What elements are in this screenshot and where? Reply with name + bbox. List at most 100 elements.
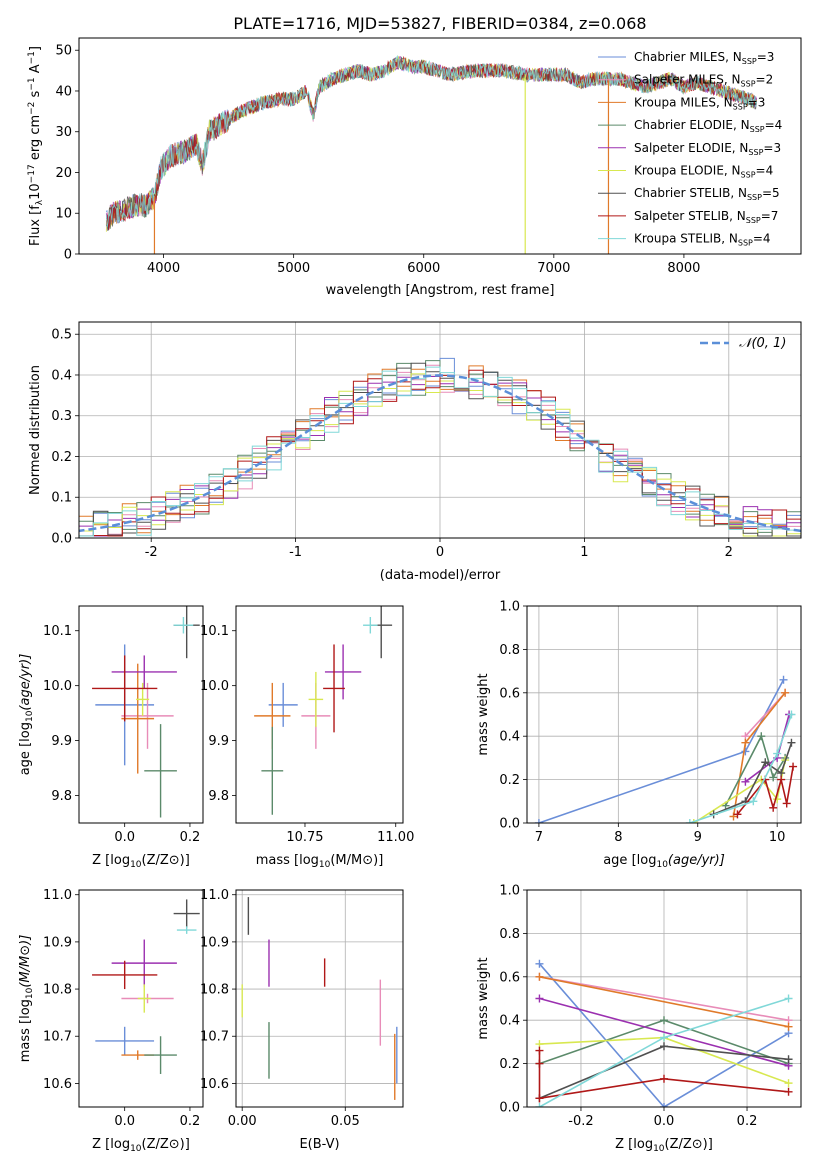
errorbar-point-chabrier_miles bbox=[268, 682, 298, 727]
normal-curve bbox=[79, 374, 801, 533]
errorbar-point-chabrier_elodie bbox=[261, 726, 284, 815]
y-tick-label: 9.8 bbox=[51, 789, 72, 804]
legend-label: Kroupa ELODIE, NSSP=4 bbox=[634, 164, 773, 180]
errorbars bbox=[241, 897, 398, 1100]
x-tick-label: 7 bbox=[535, 830, 543, 845]
panel-spectrum: 4000 5000 6000 7000 8000 0 10 20 30 40 50 wavelengt… bbox=[27, 37, 802, 298]
legend-label: Salpeter STELIB, NSSP=7 bbox=[634, 209, 778, 225]
y-tick-label: 0.4 bbox=[499, 1014, 520, 1029]
y-tick-label: 0.0 bbox=[51, 532, 72, 547]
weight-marker-salpeter_stelib bbox=[769, 803, 778, 812]
y-tick-label: 11.0 bbox=[43, 888, 72, 903]
y-tick-label: 0.2 bbox=[499, 1057, 520, 1072]
weight-marker-salpeter_stelib bbox=[777, 775, 786, 784]
errorbars bbox=[92, 899, 200, 1074]
x-tick-label: 7000 bbox=[537, 261, 570, 276]
x-tick-label: 1 bbox=[580, 545, 588, 560]
weight-lines bbox=[534, 675, 798, 823]
axes-frame bbox=[235, 605, 404, 824]
figure-title: PLATE=1716, MJD=53827, FIBERID=0384, z=0… bbox=[233, 14, 646, 33]
weight-marker-kroupa_stelib bbox=[773, 749, 782, 758]
y-axis-label: mass weight bbox=[476, 673, 491, 755]
x-tick-label: 9 bbox=[694, 830, 702, 845]
weight-marker-salpeter_stelib bbox=[784, 1087, 793, 1096]
errorbar-point-chabrier_elodie bbox=[144, 1036, 177, 1074]
weight-marker-kroupa_miles bbox=[741, 738, 750, 747]
x-axis-label: (data-model)/error bbox=[380, 568, 501, 583]
legend-label: Kroupa MILES, NSSP=3 bbox=[634, 95, 765, 111]
weight-marker-chabrier_miles bbox=[779, 675, 788, 684]
y-tick-label: 0.1 bbox=[51, 491, 72, 506]
legend-label: 𝒩(0, 1) bbox=[739, 336, 786, 351]
weight-marker-kroupa_miles bbox=[535, 972, 544, 981]
y-tick-label: 10.6 bbox=[200, 1077, 229, 1092]
y-tick-label: 9.8 bbox=[208, 789, 229, 804]
x-tick-label: 0.2 bbox=[180, 830, 201, 845]
errorbar-point-salpeter_miles bbox=[121, 682, 174, 749]
x-tick-label: 5000 bbox=[277, 261, 310, 276]
x-tick-label: 8 bbox=[614, 830, 622, 845]
y-tick-label: 10.8 bbox=[43, 983, 72, 998]
y-tick-label: 9.9 bbox=[51, 734, 72, 749]
panel-weight_vs_z: -0.2 0.0 0.2 0.0 0.2 0.4 0.6 0.8 1.0 Z [log10(Z/Z… bbox=[476, 884, 802, 1154]
errorbar-point-salpeter_stelib bbox=[92, 655, 158, 722]
x-tick-label: 0.0 bbox=[114, 830, 135, 845]
y-axis-label: age [log10(age/yr)] bbox=[18, 654, 35, 776]
y-tick-label: 40 bbox=[55, 84, 72, 99]
x-axis-label: Z [log10(Z/Z⊙)] bbox=[92, 1137, 190, 1154]
weight-marker-chabrier_elodie bbox=[660, 1016, 668, 1025]
weight-marker-chabrier_miles bbox=[741, 747, 750, 756]
axes-frame bbox=[526, 889, 802, 1108]
x-tick-label: -1 bbox=[289, 545, 302, 560]
errorbar-point-kroupa_elodie bbox=[308, 671, 324, 727]
x-tick-label: 8000 bbox=[667, 261, 700, 276]
y-tick-label: 10.6 bbox=[43, 1077, 72, 1092]
panel-mass_vs_z: 0.0 0.2 10.6 10.7 10.8 10.9 11.0 Z [log10(Z/Z⊙)… bbox=[18, 888, 204, 1154]
weight-marker-chabrier_elodie bbox=[769, 773, 778, 782]
y-tick-label: 0.4 bbox=[499, 730, 520, 745]
y-axis-label: mass weight bbox=[476, 957, 491, 1039]
errorbars bbox=[254, 606, 393, 815]
weight-marker-salpeter_stelib bbox=[789, 762, 798, 771]
x-tick-label: 0.0 bbox=[654, 1114, 675, 1129]
y-tick-label: 0.2 bbox=[51, 450, 72, 465]
weight-marker-kroupa_elodie bbox=[784, 1079, 793, 1088]
weight-marker-chabrier_stelib bbox=[660, 1042, 668, 1051]
weight-marker-kroupa_stelib bbox=[749, 797, 758, 806]
x-tick-label: 11.00 bbox=[377, 830, 414, 845]
spectrum-series-kroupa_stelib bbox=[105, 54, 757, 228]
x-tick-label: 0.00 bbox=[228, 1114, 257, 1129]
x-tick-label: 10.75 bbox=[286, 830, 323, 845]
weight-marker-salpeter_stelib bbox=[782, 799, 791, 808]
x-tick-label: 10 bbox=[769, 830, 786, 845]
weight-marker-kroupa_stelib bbox=[685, 819, 694, 823]
errorbars bbox=[92, 606, 200, 818]
axes-frame bbox=[78, 37, 802, 255]
legend-label: Salpeter ELODIE, NSSP=3 bbox=[634, 141, 781, 157]
errorbar-point-kroupa_stelib bbox=[363, 616, 378, 634]
y-tick-label: 1.0 bbox=[499, 600, 520, 615]
legend-label: Chabrier ELODIE, NSSP=4 bbox=[634, 118, 782, 134]
weight-marker-salpeter_elodie bbox=[741, 777, 750, 786]
errorbar-point-chabrier_miles bbox=[95, 1026, 155, 1056]
axes-frame bbox=[235, 889, 404, 1108]
weight-marker-chabrier_miles bbox=[534, 819, 543, 823]
y-tick-label: 30 bbox=[55, 125, 72, 140]
weight-marker-kroupa_elodie bbox=[689, 819, 698, 823]
weight-marker-kroupa_stelib bbox=[787, 710, 796, 719]
y-tick-label: 10.1 bbox=[43, 624, 72, 639]
weight-marker-salpeter_stelib bbox=[535, 1094, 544, 1103]
weight-marker-chabrier_miles bbox=[535, 959, 544, 968]
errorbar-point-kroupa_stelib bbox=[173, 616, 194, 634]
panel-age_vs_mass: 10.75 11.00 9.8 9.9 10.0 10.1 mass [log10(M/M⊙… bbox=[200, 605, 414, 870]
x-tick-label: 0.05 bbox=[331, 1114, 360, 1129]
axes-frame bbox=[78, 605, 204, 824]
y-tick-label: 11.0 bbox=[200, 888, 229, 903]
x-axis-label: wavelength [Angstrom, rest frame] bbox=[326, 283, 555, 298]
y-tick-label: 10.9 bbox=[43, 935, 72, 950]
y-tick-label: 0.5 bbox=[51, 328, 72, 343]
x-tick-label: 0 bbox=[436, 545, 444, 560]
weight-marker-kroupa_miles bbox=[781, 688, 790, 697]
y-tick-label: 0.8 bbox=[499, 643, 520, 658]
y-tick-label: 0 bbox=[64, 248, 72, 263]
